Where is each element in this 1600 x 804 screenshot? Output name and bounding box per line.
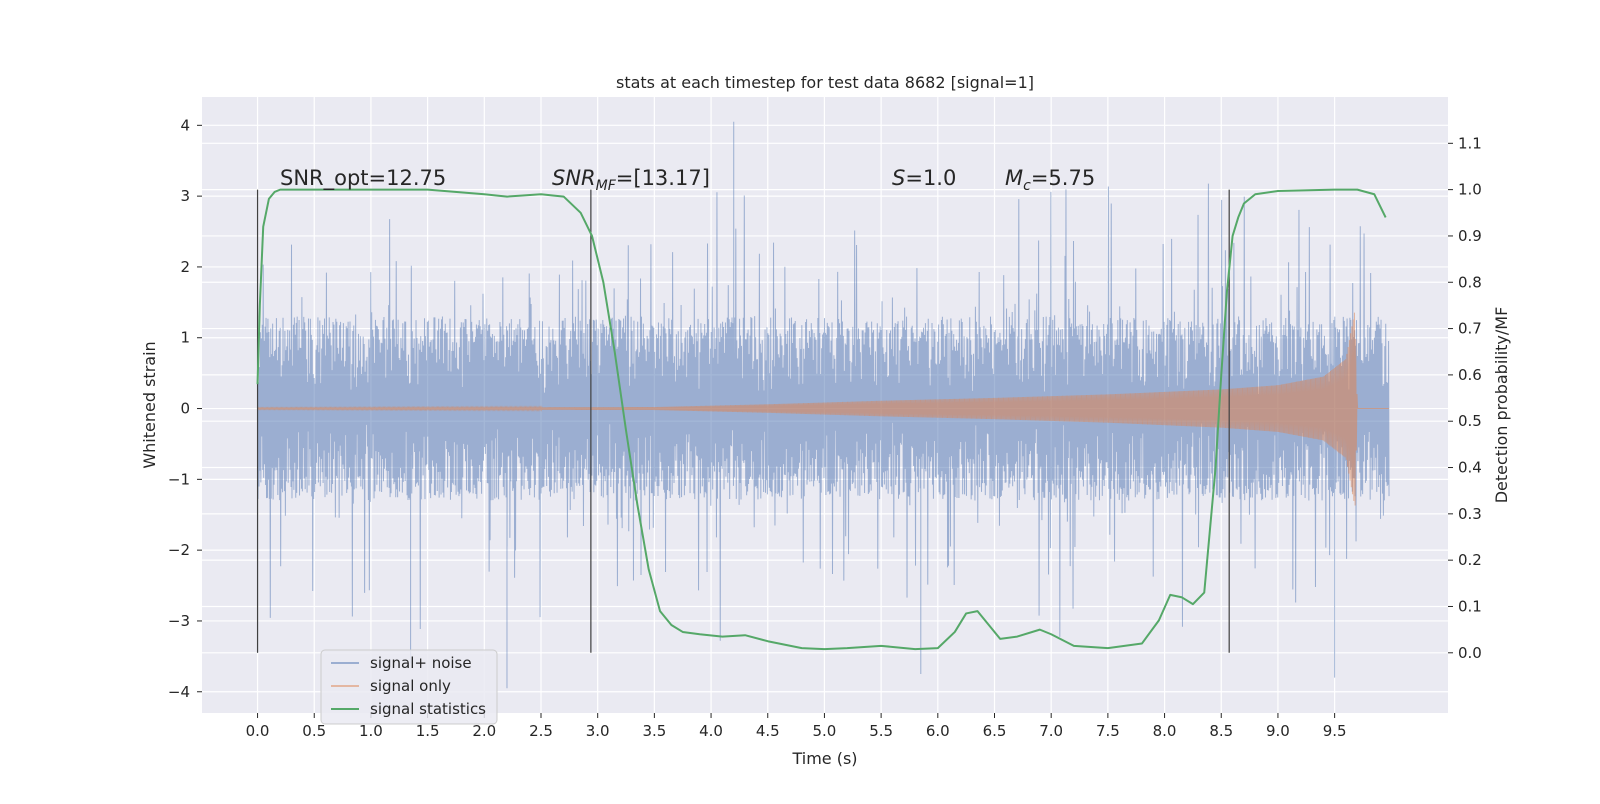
series-signal-only bbox=[257, 312, 1390, 506]
y-right-tick-label: 0.1 bbox=[1458, 597, 1482, 615]
s-value: =1.0 bbox=[905, 166, 956, 190]
snr-mf-value: =[13.17] bbox=[616, 166, 710, 190]
y-left-tick-label: −1 bbox=[168, 470, 190, 488]
x-tick-label: 9.5 bbox=[1323, 722, 1347, 740]
series-signal-noise bbox=[257, 121, 1390, 689]
y-left-tick-label: 1 bbox=[180, 329, 190, 347]
y-axis-label-right: Detection probability/MF bbox=[1492, 307, 1511, 504]
y-right-tick-label: 0.0 bbox=[1458, 644, 1482, 662]
snr-mf-base: SNR bbox=[552, 166, 596, 190]
x-tick-label: 2.5 bbox=[529, 722, 553, 740]
y-left-tick-label: 4 bbox=[180, 116, 190, 134]
y-left-tick-label: −3 bbox=[168, 612, 190, 630]
x-tick-label: 7.5 bbox=[1096, 722, 1120, 740]
y-left-tick-label: 2 bbox=[180, 258, 190, 276]
x-tick-label: 3.5 bbox=[642, 722, 666, 740]
series-signal-statistics bbox=[256, 188, 1387, 651]
x-tick-label: 1.5 bbox=[416, 722, 440, 740]
y-right-tick-label: 1.1 bbox=[1458, 134, 1482, 152]
annotation-mc: Mc=5.75 bbox=[1005, 166, 1095, 194]
legend-label-stats: signal statistics bbox=[370, 700, 486, 718]
x-tick-label: 5.5 bbox=[869, 722, 893, 740]
x-tick-label: 4.5 bbox=[756, 722, 780, 740]
noise-layer bbox=[257, 121, 1390, 689]
stats-layer bbox=[256, 188, 1387, 651]
y-left-tick-label: 3 bbox=[180, 187, 190, 205]
y-right-tick-label: 0.4 bbox=[1458, 459, 1482, 477]
x-tick-label: 5.0 bbox=[813, 722, 837, 740]
legend-label-noise: signal+ noise bbox=[370, 654, 472, 672]
y-left-tick-label: −4 bbox=[168, 683, 190, 701]
x-tick-label: 1.0 bbox=[359, 722, 383, 740]
x-tick-label: 0.5 bbox=[302, 722, 326, 740]
x-tick-label: 7.0 bbox=[1039, 722, 1063, 740]
x-tick-label: 9.0 bbox=[1266, 722, 1290, 740]
y-right-tick-label: 0.2 bbox=[1458, 551, 1482, 569]
y-right-tick-label: 0.5 bbox=[1458, 412, 1482, 430]
x-tick-label: 0.0 bbox=[246, 722, 270, 740]
y-right-tick-label: 1.0 bbox=[1458, 181, 1482, 199]
y-right-tick-label: 0.6 bbox=[1458, 366, 1482, 384]
s-label: S bbox=[892, 166, 905, 190]
legend: signal+ noise signal only signal statist… bbox=[320, 649, 498, 725]
x-tick-label: 2.0 bbox=[472, 722, 496, 740]
legend-label-signal: signal only bbox=[370, 677, 451, 695]
chirp-layer bbox=[257, 312, 1390, 506]
snr-mf-sub: MF bbox=[596, 178, 617, 194]
mc-base: M bbox=[1005, 166, 1023, 190]
x-tick-label: 6.5 bbox=[983, 722, 1007, 740]
x-tick-label: 6.0 bbox=[926, 722, 950, 740]
x-tick-label: 3.0 bbox=[586, 722, 610, 740]
chart-title: stats at each timestep for test data 868… bbox=[616, 73, 1034, 92]
x-tick-label: 8.0 bbox=[1153, 722, 1177, 740]
y-left-tick-label: 0 bbox=[180, 400, 190, 418]
tick-layer: 0.0 0.5 1.0 1.5 2.0 2.5 3.0 3.5 4.0 4.5 5.0 5.5 6.0 6… bbox=[168, 116, 1482, 740]
y-left-tick-label: −2 bbox=[168, 541, 190, 559]
x-tick-label: 8.5 bbox=[1209, 722, 1233, 740]
y-right-tick-label: 0.8 bbox=[1458, 273, 1482, 291]
mc-value: =5.75 bbox=[1031, 166, 1095, 190]
annotation-snr-opt: SNR_opt=12.75 bbox=[280, 166, 446, 191]
annotation-s: S=1.0 bbox=[892, 166, 956, 190]
mc-sub: c bbox=[1023, 178, 1031, 194]
y-right-tick-label: 0.7 bbox=[1458, 320, 1482, 338]
y-axis-label-left: Whitened strain bbox=[140, 341, 159, 468]
y-right-tick-label: 0.9 bbox=[1458, 227, 1482, 245]
x-axis-label: Time (s) bbox=[791, 749, 857, 768]
annotation-snr-mf: SNRMF=[13.17] bbox=[552, 166, 710, 194]
y-right-tick-label: 0.3 bbox=[1458, 505, 1482, 523]
legend-box bbox=[320, 649, 498, 725]
x-tick-label: 4.0 bbox=[699, 722, 723, 740]
